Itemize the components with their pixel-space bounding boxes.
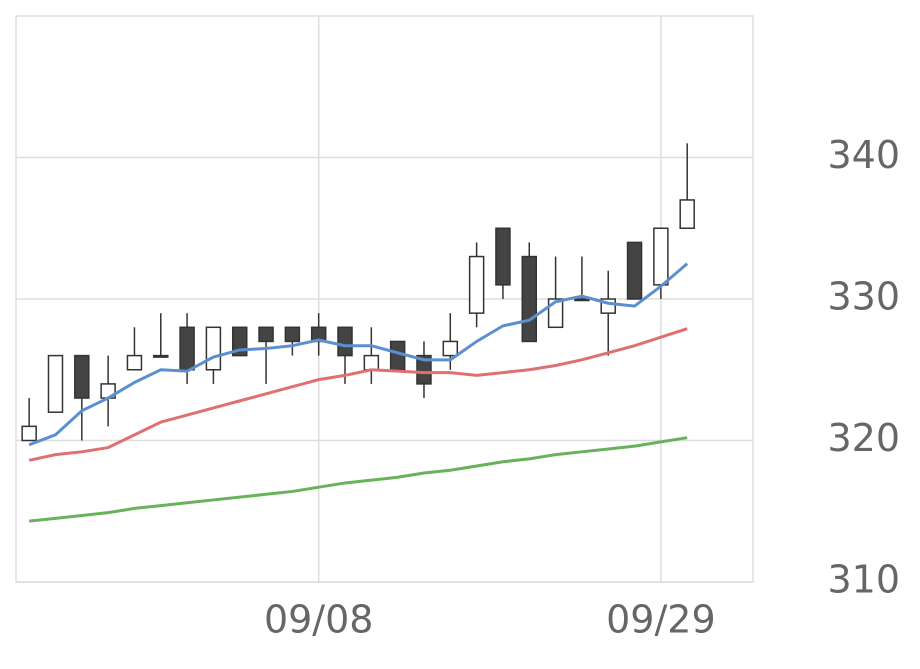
candle-body [495, 227, 511, 286]
candle-body [679, 199, 695, 229]
x-tick-label: 09/29 [606, 598, 716, 642]
candle-body [363, 354, 380, 371]
candle-body [416, 354, 432, 385]
candle-body [337, 326, 353, 357]
candle-body [153, 354, 169, 358]
y-tick-label: 340 [827, 133, 900, 177]
candle-body [74, 354, 90, 399]
candle-body [126, 354, 143, 371]
candle-body [653, 227, 669, 286]
candle-body [284, 326, 301, 343]
candle-body [468, 255, 485, 314]
y-tick-label: 320 [827, 416, 900, 460]
candle-body [521, 255, 538, 343]
candle-body [179, 326, 195, 371]
candle-body [205, 326, 222, 371]
candle-body [442, 340, 459, 357]
candle-body [574, 298, 590, 302]
candle-body [258, 326, 274, 343]
moving-average-line [28, 262, 689, 447]
y-tick-label: 330 [827, 275, 900, 319]
moving-average-line [28, 327, 688, 462]
candle-body [47, 354, 64, 413]
candle-body [626, 241, 643, 300]
y-tick-label: 310 [827, 558, 900, 602]
x-tick-label: 09/08 [264, 598, 374, 642]
candle-body [21, 425, 37, 442]
moving-average-line [29, 436, 688, 523]
